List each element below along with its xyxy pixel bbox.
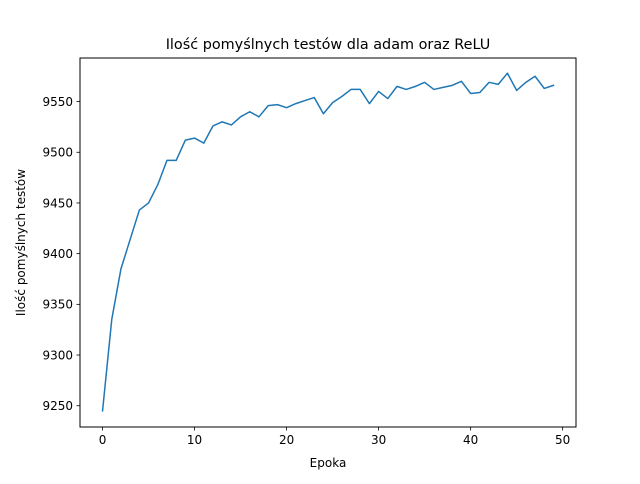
- y-tick-label: 9450: [42, 196, 73, 210]
- plot-frame: [79, 57, 577, 428]
- y-tick-label: 9300: [42, 348, 73, 362]
- plot-area: [101, 72, 555, 412]
- y-tick-label: 9400: [42, 247, 73, 261]
- y-tick-label: 9550: [42, 95, 73, 109]
- y-tick-label: 9500: [42, 146, 73, 160]
- x-tick-label: 10: [187, 433, 202, 447]
- series-line: [101, 72, 555, 412]
- y-tick-label: 9350: [42, 298, 73, 312]
- y-tick-label: 9250: [42, 399, 73, 413]
- x-axis-ticks: 0 10 20 30 40 50: [99, 427, 570, 447]
- y-axis-ticks: 9250 9300 9350 9400 9450 9500 9550: [42, 95, 80, 413]
- x-axis-label: Epoka: [310, 456, 347, 470]
- y-axis-label: Ilość pomyślnych testów: [14, 169, 28, 316]
- x-tick-label: 0: [99, 433, 107, 447]
- x-tick-label: 50: [555, 433, 570, 447]
- x-tick-label: 40: [463, 433, 478, 447]
- x-tick-label: 30: [371, 433, 386, 447]
- x-tick-label: 20: [279, 433, 294, 447]
- chart-title: Ilość pomyślnych testów dla adam oraz Re…: [166, 37, 491, 53]
